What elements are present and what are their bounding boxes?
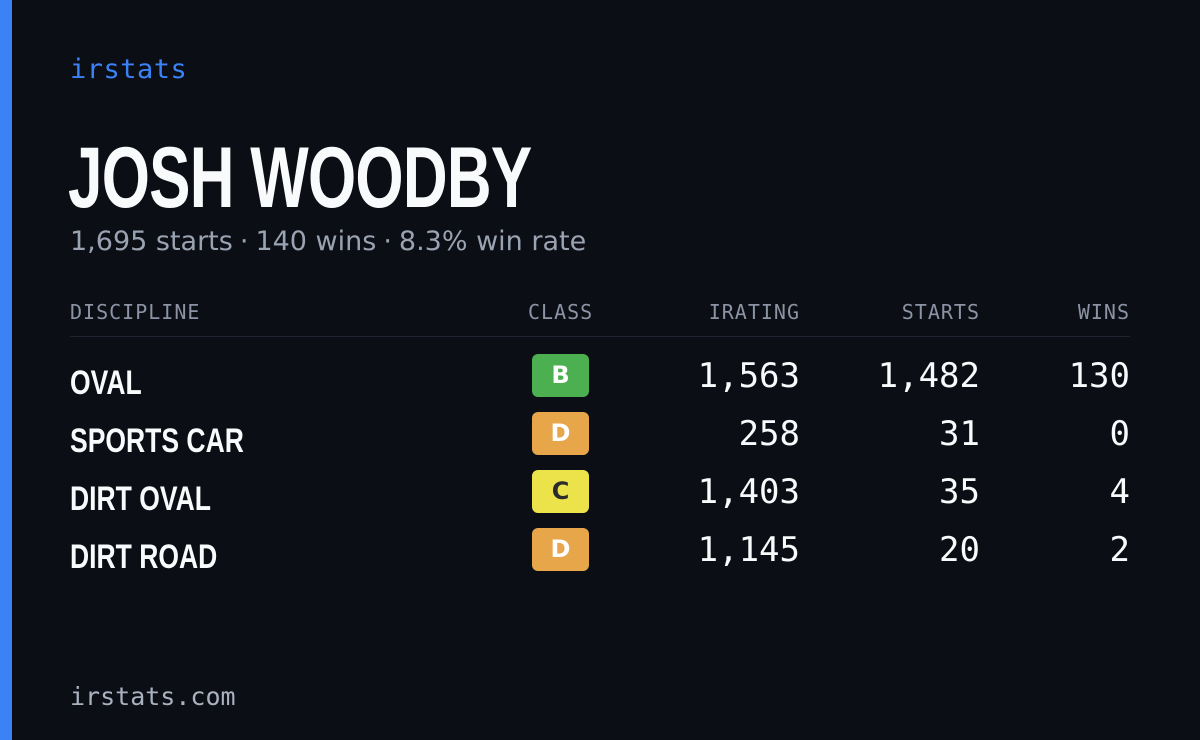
table-row: OVAL B 1,563 1,482 130	[70, 350, 1130, 408]
summary-win-rate: 8.3% win rate	[398, 226, 587, 257]
row-starts: 35	[939, 472, 980, 512]
row-irating: 258	[738, 414, 800, 454]
row-discipline: DIRT ROAD	[70, 538, 218, 576]
class-badge: B	[532, 354, 589, 397]
discipline-table: OVAL B 1,563 1,482 130 SPORTS CAR D 258 …	[70, 350, 1130, 582]
row-wins: 130	[1068, 356, 1130, 396]
brand-logo: irstats	[70, 54, 188, 85]
footer-url: irstats.com	[70, 682, 236, 711]
header-irating: IRATING	[708, 300, 800, 324]
row-discipline: SPORTS CAR	[70, 422, 244, 460]
class-badge: D	[532, 412, 589, 455]
row-irating: 1,563	[697, 356, 800, 396]
table-row: DIRT OVAL C 1,403 35 4	[70, 466, 1130, 524]
header-starts: STARTS	[901, 300, 980, 324]
row-wins: 4	[1109, 472, 1130, 512]
summary-starts: 1,695 starts	[70, 226, 233, 257]
row-starts: 31	[939, 414, 980, 454]
summary-wins: 140 wins	[255, 226, 377, 257]
summary-separator: ·	[239, 226, 249, 257]
header-wins: WINS	[1077, 300, 1130, 324]
row-wins: 2	[1109, 530, 1130, 570]
class-badge: D	[532, 528, 589, 571]
row-starts: 20	[939, 530, 980, 570]
accent-bar	[0, 0, 12, 740]
row-discipline: DIRT OVAL	[70, 480, 211, 518]
table-row: SPORTS CAR D 258 31 0	[70, 408, 1130, 466]
driver-name: JOSH WOODBY	[68, 130, 532, 226]
header-discipline: DISCIPLINE	[70, 300, 201, 324]
class-badge: C	[532, 470, 589, 513]
row-starts: 1,482	[877, 356, 980, 396]
summary-separator: ·	[383, 226, 392, 257]
row-wins: 0	[1109, 414, 1130, 454]
driver-summary: 1,695 starts · 140 wins · 8.3% win rate	[70, 226, 586, 257]
table-row: DIRT ROAD D 1,145 20 2	[70, 524, 1130, 582]
row-irating: 1,145	[697, 530, 800, 570]
table-header: DISCIPLINE CLASS IRATING STARTS WINS	[70, 300, 1130, 337]
row-irating: 1,403	[697, 472, 800, 512]
header-class: CLASS	[528, 300, 594, 324]
row-discipline: OVAL	[70, 364, 142, 402]
